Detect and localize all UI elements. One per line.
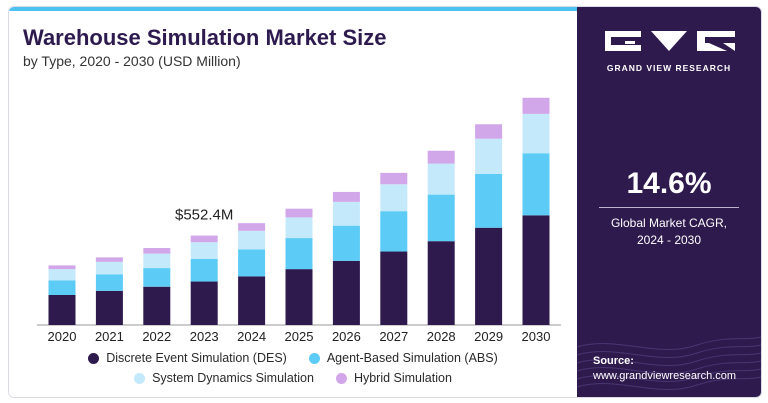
chart-title: Warehouse Simulation Market Size bbox=[23, 25, 387, 50]
bar-segment-2022-series-3 bbox=[143, 253, 171, 269]
bar-segment-2025-series-4 bbox=[285, 208, 313, 218]
legend-swatch-hybrid bbox=[335, 372, 347, 384]
bar-segment-2027-series-1 bbox=[380, 251, 408, 325]
bar-segment-2028-series-3 bbox=[427, 163, 455, 195]
bar-segment-2021-series-2 bbox=[95, 274, 123, 291]
bar-segment-2021-series-3 bbox=[95, 261, 123, 275]
bar-segment-2027-series-3 bbox=[380, 184, 408, 212]
cagr-divider bbox=[599, 207, 739, 208]
bar-segment-2020-series-3 bbox=[48, 269, 76, 281]
bar-segment-2026-series-3 bbox=[332, 201, 360, 226]
legend-swatch-abs bbox=[308, 352, 320, 364]
bar-segment-2030-series-4 bbox=[522, 97, 550, 114]
bar-segment-2021-series-4 bbox=[95, 257, 123, 262]
x-tick-label-2020: 2020 bbox=[48, 329, 77, 344]
legend-label-system-dynamics: System Dynamics Simulation bbox=[152, 371, 314, 385]
bar-segment-2027-series-2 bbox=[380, 211, 408, 252]
bar-segment-2026-series-1 bbox=[332, 260, 360, 325]
bar-segment-2025-series-3 bbox=[285, 217, 313, 239]
bar-segment-2028-series-1 bbox=[427, 241, 455, 325]
bar-segment-2029-series-2 bbox=[475, 173, 503, 228]
legend-label-hybrid: Hybrid Simulation bbox=[353, 371, 452, 385]
legend-item-hybrid: Hybrid Simulation bbox=[335, 371, 452, 385]
bar-segment-2030-series-1 bbox=[522, 215, 550, 325]
x-tick-label-2029: 2029 bbox=[474, 329, 503, 344]
legend-swatch-des bbox=[88, 352, 100, 364]
bar-segment-2023-series-1 bbox=[190, 281, 218, 325]
legend-item-des: Discrete Event Simulation (DES) bbox=[88, 351, 287, 365]
bar-segment-2023-series-2 bbox=[190, 258, 218, 282]
bar-segment-2025-series-2 bbox=[285, 238, 313, 270]
bar-segment-2028-series-2 bbox=[427, 194, 455, 242]
bar-segment-2028-series-4 bbox=[427, 150, 455, 164]
x-tick-label-2026: 2026 bbox=[332, 329, 361, 344]
bar-segment-2029-series-4 bbox=[475, 124, 503, 139]
legend-item-abs: Agent-Based Simulation (ABS) bbox=[308, 351, 498, 365]
legend-item-system-dynamics: System Dynamics Simulation bbox=[134, 371, 314, 385]
bar-segment-2024-series-3 bbox=[238, 230, 266, 250]
x-tick-label-2025: 2025 bbox=[285, 329, 314, 344]
bar-segment-2029-series-1 bbox=[475, 227, 503, 325]
accent-bar bbox=[9, 7, 577, 11]
cagr-label-line-2: 2024 - 2030 bbox=[636, 233, 702, 247]
legend-row-2: System Dynamics Simulation Hybrid Simula… bbox=[9, 371, 577, 385]
data-annotation-2023: $552.4M bbox=[175, 207, 233, 224]
chart-panel: Warehouse Simulation Market Size by Type… bbox=[9, 7, 577, 397]
chart-subtitle: by Type, 2020 - 2030 (USD Million) bbox=[23, 53, 241, 69]
legend-label-des: Discrete Event Simulation (DES) bbox=[106, 351, 287, 365]
bar-segment-2022-series-2 bbox=[143, 268, 171, 287]
bar-segment-2020-series-1 bbox=[48, 294, 76, 325]
bar-segment-2026-series-2 bbox=[332, 225, 360, 261]
bar-segment-2024-series-4 bbox=[238, 223, 266, 231]
chart-legend: Discrete Event Simulation (DES) Agent-Ba… bbox=[9, 351, 577, 391]
x-tick-label-2024: 2024 bbox=[237, 329, 266, 344]
bar-segment-2022-series-4 bbox=[143, 248, 171, 254]
bar-segment-2023-series-3 bbox=[190, 242, 218, 259]
wave-pattern bbox=[577, 336, 761, 391]
bar-segment-2030-series-2 bbox=[522, 153, 550, 216]
bar-segment-2024-series-1 bbox=[238, 276, 266, 325]
cagr-value: 14.6% bbox=[626, 167, 712, 200]
bar-segment-2022-series-1 bbox=[143, 286, 171, 325]
legend-label-abs: Agent-Based Simulation (ABS) bbox=[326, 351, 498, 365]
sidebar-panel: GRAND VIEW RESEARCH 14.6% Global Market … bbox=[577, 7, 761, 397]
brand-name: GRAND VIEW RESEARCH bbox=[606, 63, 732, 73]
x-tick-label-2023: 2023 bbox=[190, 329, 219, 344]
bar-segment-2020-series-2 bbox=[48, 280, 76, 295]
bar-segment-2027-series-4 bbox=[380, 172, 408, 185]
x-tick-label-2027: 2027 bbox=[379, 329, 408, 344]
legend-row-1: Discrete Event Simulation (DES) Agent-Ba… bbox=[9, 351, 577, 365]
bar-segment-2021-series-1 bbox=[95, 290, 123, 325]
x-tick-label-2028: 2028 bbox=[427, 329, 456, 344]
cagr-label: Global Market CAGR, 2024 - 2030 bbox=[577, 215, 761, 249]
source-label: Source: bbox=[593, 355, 634, 367]
bar-segment-2025-series-1 bbox=[285, 269, 313, 325]
bar-segment-2030-series-3 bbox=[522, 113, 550, 154]
bar-segment-2020-series-4 bbox=[48, 265, 76, 270]
bar-segment-2026-series-4 bbox=[332, 191, 360, 202]
bar-segment-2024-series-2 bbox=[238, 249, 266, 277]
x-tick-label-2022: 2022 bbox=[142, 329, 171, 344]
grand-view-research-logo bbox=[605, 31, 735, 51]
legend-swatch-system-dynamics bbox=[134, 372, 146, 384]
bar-segment-2029-series-3 bbox=[475, 138, 503, 174]
x-tick-label-2021: 2021 bbox=[95, 329, 124, 344]
cagr-label-line-1: Global Market CAGR, bbox=[610, 216, 728, 230]
bar-segment-2023-series-4 bbox=[190, 235, 218, 243]
infographic-card: Warehouse Simulation Market Size by Type… bbox=[8, 6, 762, 398]
stacked-bar-chart: 2020 2021 2022 2023 $552.4M 2024 2025 2026 2027 2… bbox=[37, 97, 561, 344]
x-tick-label-2030: 2030 bbox=[522, 329, 551, 344]
source-url: www.grandviewresearch.com bbox=[593, 370, 737, 382]
